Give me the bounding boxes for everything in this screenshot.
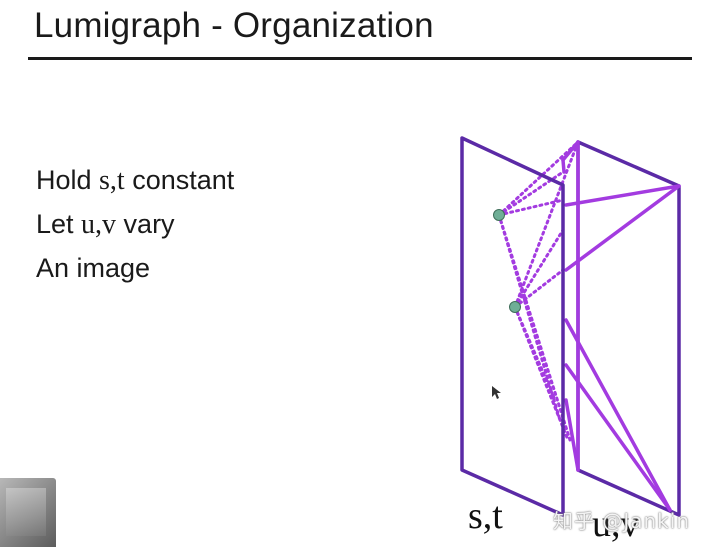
title-divider (28, 57, 692, 60)
slide-title: Lumigraph - Organization (34, 6, 434, 45)
st-plane (460, 136, 565, 517)
bullet-math: u,v (81, 209, 117, 240)
bullet-hold-st: Hold s,t constant (36, 158, 234, 202)
bullet-text: vary (116, 209, 175, 239)
bullet-text: Let (36, 209, 82, 239)
dotted-ray (497, 170, 565, 217)
dotted-ray (513, 140, 580, 309)
ray (561, 158, 566, 174)
bullet-list: Hold s,t constant Let u,v vary An image (36, 158, 234, 290)
dotted-ray (513, 305, 570, 442)
watermark: 知乎 @Jankin (553, 509, 691, 533)
dotted-ray (513, 268, 565, 309)
dotted-rays (497, 140, 580, 442)
st-plane-label: s,t (468, 495, 503, 537)
dotted-ray (497, 213, 562, 422)
camera-frame (6, 488, 46, 536)
ray (564, 398, 580, 472)
mouse-cursor-icon (492, 386, 501, 399)
ray (564, 184, 681, 272)
uv-plane-label: u,v (592, 503, 640, 545)
sample-point (509, 301, 521, 313)
bullet-let-uv: Let u,v vary (36, 202, 234, 246)
dotted-ray (513, 305, 557, 402)
ray (564, 184, 681, 207)
sample-point (493, 209, 505, 221)
bullet-an-image: An image (36, 246, 234, 290)
bullet-math: s,t (99, 165, 125, 196)
bullet-text: Hold (36, 165, 100, 195)
dotted-ray (497, 198, 565, 217)
ray (564, 318, 672, 512)
ray (564, 363, 672, 512)
dotted-ray (497, 140, 580, 217)
bullet-text: An image (36, 253, 151, 283)
dotted-ray (513, 228, 565, 309)
presenter-camera-thumbnail (0, 478, 56, 547)
bullet-text: constant (124, 165, 235, 195)
solid-rays (561, 140, 681, 512)
